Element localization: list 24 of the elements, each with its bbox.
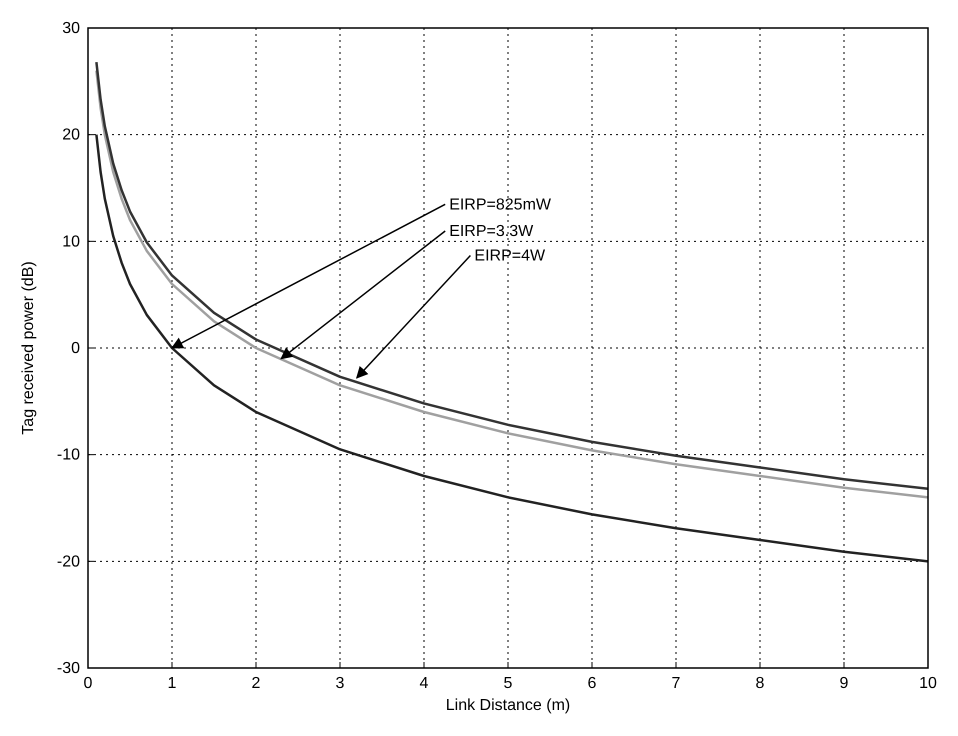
y-tick-label: -30 bbox=[56, 660, 80, 677]
annotation: EIRP=4W bbox=[474, 248, 546, 265]
x-tick-label: 0 bbox=[84, 675, 93, 692]
x-tick-label: 3 bbox=[336, 675, 345, 692]
y-tick-label: 30 bbox=[62, 20, 80, 37]
x-tick-label: 2 bbox=[252, 675, 261, 692]
x-tick-label: 8 bbox=[756, 675, 765, 692]
y-tick-label: 0 bbox=[71, 340, 80, 357]
x-tick-label: 5 bbox=[504, 675, 513, 692]
x-tick-label: 10 bbox=[919, 675, 937, 692]
x-axis-title: Link Distance (m) bbox=[446, 697, 570, 714]
x-tick-label: 4 bbox=[420, 675, 429, 692]
y-tick-label: 10 bbox=[62, 233, 80, 250]
y-axis-title: Tag received power (dB) bbox=[20, 261, 37, 435]
y-tick-label: -10 bbox=[56, 446, 80, 464]
y-tick-label: -20 bbox=[56, 553, 80, 570]
annotation: EIRP=825mW bbox=[449, 196, 552, 214]
x-tick-label: 7 bbox=[672, 675, 681, 692]
y-tick-label: 20 bbox=[62, 126, 80, 144]
x-tick-label: 6 bbox=[588, 675, 597, 692]
annotation: EIRP=3.3W bbox=[449, 223, 534, 240]
line-series bbox=[95, 133, 930, 563]
x-tick-label: 9 bbox=[840, 675, 849, 692]
x-tick-label: 1 bbox=[168, 675, 177, 692]
